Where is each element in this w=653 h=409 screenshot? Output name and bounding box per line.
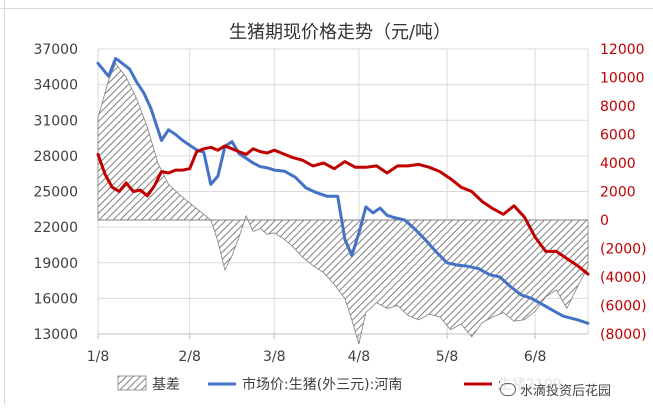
x-tick-label: 2/8 — [178, 349, 201, 365]
chart-title: 生猪期现价格走势（元/吨） — [229, 22, 451, 43]
watermark: 水滴投资后花园 — [500, 376, 653, 402]
x-tick-label: 1/8 — [87, 349, 110, 365]
top-border — [0, 8, 653, 9]
left-tick-label: 16000 — [33, 291, 78, 307]
right-tick-label: 10000 — [600, 71, 645, 87]
right-tick-label: (8000) — [600, 327, 647, 343]
left-tick-label: 31000 — [33, 113, 78, 129]
left-tick-label: 34000 — [33, 78, 78, 94]
wechat-icon — [500, 383, 516, 396]
x-tick-label: 5/8 — [436, 349, 459, 365]
right-tick-label: 2000 — [600, 185, 636, 201]
left-tick-label: 28000 — [33, 149, 78, 165]
x-tick-label: 3/8 — [263, 349, 286, 365]
x-tick-label: 6/8 — [524, 349, 547, 365]
right-tick-label: 0 — [600, 213, 609, 229]
left-border — [4, 0, 5, 405]
right-tick-label: 8000 — [600, 99, 636, 115]
right-tick-label: 6000 — [600, 128, 636, 144]
legend-label: 市场价:生猪(外三元):河南 — [242, 376, 402, 393]
left-tick-label: 13000 — [33, 327, 78, 343]
legend-label: 基差 — [152, 376, 180, 393]
legend-swatch — [118, 376, 146, 390]
right-tick-label: (6000) — [600, 299, 647, 315]
left-tick-label: 25000 — [33, 185, 78, 201]
right-tick-label: (2000) — [600, 242, 647, 258]
x-tick-label: 4/8 — [348, 349, 371, 365]
left-tick-label: 19000 — [33, 256, 78, 272]
right-tick-label: 4000 — [600, 156, 636, 172]
left-tick-label: 22000 — [33, 220, 78, 236]
left-tick-label: 37000 — [33, 42, 78, 58]
watermark-text: 水滴投资后花园 — [520, 380, 611, 399]
right-tick-label: (4000) — [600, 270, 647, 286]
right-tick-label: 12000 — [600, 42, 645, 58]
